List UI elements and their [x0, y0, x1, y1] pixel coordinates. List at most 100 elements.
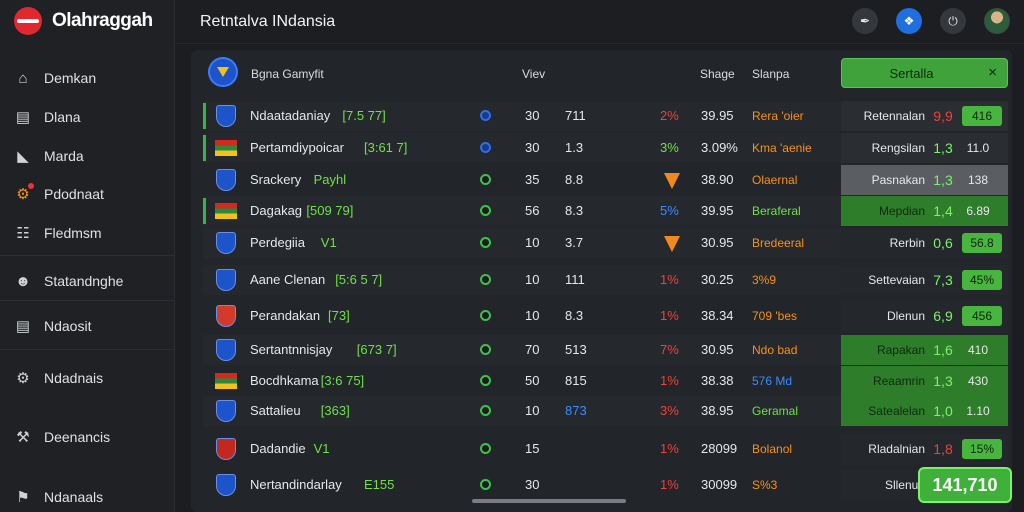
odds-pill[interactable]: 1.10 — [966, 404, 990, 418]
odds-cell[interactable]: Dlenun 6,9 456 — [841, 301, 1008, 331]
avatar[interactable] — [984, 8, 1010, 34]
table-row[interactable]: Dadandie V1 15 1% 28099 Bolanol — [203, 434, 1008, 464]
table-row[interactable]: Sattalieu [363] 10 873 3% 38.95 Geramal — [203, 396, 1008, 426]
table-row[interactable]: Aane Clenan [5:6 5 7] 10 111 1% 30.25 3%9 — [203, 265, 1008, 295]
filter-chip[interactable]: Sertalla × — [841, 58, 1008, 88]
stat-value: 38.95 — [701, 403, 734, 418]
sidebar: Olahraggah ⌂ Demkan ▤ Dlana ◣ Marda ⚙ Pd… — [0, 0, 175, 512]
total-button[interactable]: 141,710 — [918, 467, 1012, 503]
odds-label: Rladalnian — [868, 442, 925, 456]
brand-logo-icon — [14, 7, 42, 35]
odds-cell[interactable]: Settevaian 7,3 45% — [841, 265, 1008, 295]
table-row[interactable]: Pertamdiypoicar [3:61 7] 30 1.3 3% 3.09% Kma '… — [203, 133, 1008, 163]
odds-value: 1,4 — [933, 203, 953, 219]
stat-value: 30.95 — [701, 342, 734, 357]
status-text: Kma 'aenie — [752, 141, 812, 155]
table-row[interactable]: Sertantnnisjay [673 7] 70 513 7% 30.95 Ndo bad — [203, 335, 1008, 365]
team-tag: V1 — [320, 235, 337, 250]
odds-pill[interactable]: 11.0 — [966, 141, 990, 155]
sidebar-item-7[interactable]: ⚙ Ndadnais — [0, 363, 175, 393]
status-dot-icon — [480, 310, 491, 321]
table-row[interactable]: Nertandindarlay E155 30 1% 30099 S%3 — [203, 470, 1008, 500]
power-icon[interactable]: ⏻ — [940, 8, 966, 34]
odds-cell[interactable]: Retennalan 9,9 416 — [841, 101, 1008, 131]
odds-pill[interactable]: 410 — [967, 343, 989, 357]
odds-cell[interactable]: Rladalnian 1,8 15% — [841, 434, 1008, 464]
odds-label: Settevaian — [868, 273, 925, 287]
team-tag: [3:61 7] — [364, 140, 408, 155]
odds-label: Rengsilan — [871, 141, 925, 155]
stat-c1: 30 — [525, 108, 540, 123]
table-row[interactable]: Ndaatadaniay [7.5 77] 30 711 2% 39.95 Rera 'oi… — [203, 101, 1008, 131]
stat-c1: 10 — [525, 272, 540, 287]
odds-pill[interactable]: 416 — [962, 106, 1002, 126]
odds-cell[interactable]: Rerbin 0,6 56.8 — [841, 228, 1008, 258]
stat-c1: 70 — [525, 342, 540, 357]
odds-value: 0,6 — [933, 235, 953, 251]
odds-cell[interactable]: Satealelan 1,0 1.10 — [841, 396, 1008, 426]
sidebar-item-1[interactable]: ▤ Dlana — [0, 102, 175, 132]
edit-icon[interactable]: ✒ — [852, 8, 878, 34]
table-row[interactable]: Dagakag [509 79] 56 8.3 5% 39.95 Beraferal — [203, 196, 1008, 226]
stat-value: 30099 — [701, 477, 738, 492]
sidebar-item-9[interactable]: ⚑ Ndanaals — [0, 482, 175, 512]
team-name: Bocdhkama — [250, 373, 319, 388]
stat-value: 39.95 — [701, 108, 734, 123]
sidebar-item-5[interactable]: ☻ Statandnghe — [0, 266, 175, 296]
table-row[interactable]: Perandakan [73] 10 8.3 1% 38.34 709 'bes — [203, 301, 1008, 331]
status-dot-icon — [480, 142, 491, 153]
sidebar-item-3[interactable]: ⚙ Pdodnaat — [0, 179, 175, 209]
sidebar-item-8[interactable]: ⚒ Deenancis — [0, 422, 175, 452]
sidebar-item-label: Ndadnais — [44, 370, 104, 386]
odds-pill[interactable]: 456 — [962, 306, 1002, 326]
table-row[interactable]: Bocdhkama [3:6 75] 50 815 1% 38.38 576 Md — [203, 366, 1008, 396]
odds-cell[interactable]: Reaamrin 1,3 430 — [841, 366, 1008, 396]
odds-value: 7,3 — [933, 272, 953, 288]
odds-label: Pasnakan — [871, 173, 925, 187]
table-row[interactable]: Perdegiia V1 10 3.7 30.95 Bredeeral — [203, 228, 1008, 258]
puzzle-icon[interactable]: ❖ — [896, 8, 922, 34]
status-dot-icon — [480, 344, 491, 355]
odds-value: 1,6 — [933, 342, 953, 358]
odds-pill[interactable]: 45% — [962, 270, 1002, 290]
sidebar-item-4[interactable]: ☷ Fledmsm — [0, 218, 175, 248]
user-icon: ☻ — [15, 272, 31, 290]
column-header-team: Bgna Gamyfit — [251, 67, 324, 81]
sidebar-item-2[interactable]: ◣ Marda — [0, 141, 175, 171]
league-logo-icon — [208, 57, 238, 87]
odds-cell[interactable]: Mepdian 1,4 6.89 — [841, 196, 1008, 226]
odds-pill[interactable]: 6.89 — [966, 204, 990, 218]
table-row[interactable]: Srackery Payhl 35 8.8 38.90 Olaernal — [203, 165, 1008, 195]
stat-pct: 1% — [660, 373, 679, 388]
stat-value: 30.95 — [701, 235, 734, 250]
stat-pct: 7% — [660, 342, 679, 357]
stat-c1: 56 — [525, 203, 540, 218]
odds-cell[interactable]: Rapakan 1,6 410 — [841, 335, 1008, 365]
team-name: Sertantnnisjay — [250, 342, 333, 357]
row-background — [203, 196, 841, 226]
status-text: Ndo bad — [752, 343, 798, 357]
team-tag: [7.5 77] — [342, 108, 386, 123]
clipboard-icon: ▤ — [15, 318, 31, 335]
odds-pill[interactable]: 138 — [967, 173, 989, 187]
odds-pill[interactable]: 15% — [962, 439, 1002, 459]
topbar: Retntalva INdansia ✒ ❖ ⏻ — [175, 0, 1024, 44]
status-text: Bredeeral — [752, 236, 805, 250]
horizontal-scrollbar[interactable] — [472, 499, 626, 503]
sidebar-item-0[interactable]: ⌂ Demkan — [0, 63, 175, 93]
status-text: Rera 'oier — [752, 109, 804, 123]
team-name: Dagakag — [250, 203, 303, 218]
page-title: Retntalva INdansia — [200, 12, 336, 30]
sidebar-item-label: Dlana — [44, 109, 81, 125]
stat-c1: 10 — [525, 403, 540, 418]
close-icon[interactable]: × — [988, 64, 997, 81]
status-text: 3%9 — [752, 273, 777, 287]
brand[interactable]: Olahraggah — [0, 0, 174, 42]
odds-cell[interactable]: Pasnakan 1,3 138 — [841, 165, 1008, 195]
odds-pill[interactable]: 56.8 — [962, 233, 1002, 253]
odds-pill[interactable]: 430 — [967, 374, 989, 388]
stat-c2: 711 — [565, 108, 586, 123]
sidebar-item-6[interactable]: ▤ Ndaosit — [0, 311, 175, 341]
team-crest-icon — [216, 438, 236, 460]
odds-cell[interactable]: Rengsilan 1,3 11.0 — [841, 133, 1008, 163]
